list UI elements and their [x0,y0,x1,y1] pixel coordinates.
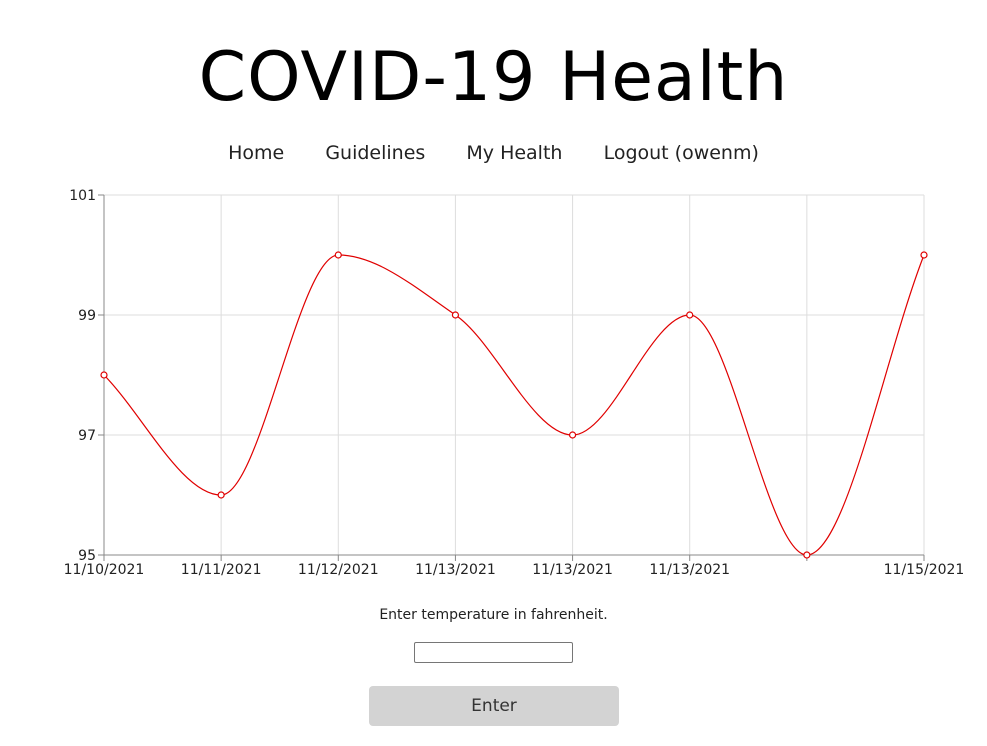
y-tick-label: 101 [69,188,96,204]
data-point [334,251,342,259]
data-point [920,251,928,259]
main-nav: Home Guidelines My Health Logout (owenm) [0,142,987,164]
x-tick-label: 11/15/2021 [884,562,965,578]
x-tick-label: 11/13/2021 [415,562,496,578]
y-tick-label: 99 [78,308,96,324]
nav-my-health-link[interactable]: My Health [466,142,563,164]
x-tick-label: 11/12/2021 [298,562,379,578]
x-tick-label: 11/13/2021 [532,562,613,578]
data-point [451,311,460,319]
data-point [568,431,577,439]
temperature-chart: 95 97 99 101 11/10/2021 11/11/2021 11/12/2021 1… [64,188,965,578]
temperature-prompt: Enter temperature in fahrenheit. [379,607,608,623]
page-title: COVID-19 Health [198,38,789,117]
y-tick-label: 97 [78,428,96,444]
nav-guidelines-link[interactable]: Guidelines [325,142,426,164]
x-tick-label: 11/10/2021 [64,562,145,578]
temperature-input[interactable] [414,642,573,663]
nav-logout-link[interactable]: Logout (owenm) [603,142,759,164]
temperature-series-line [103,254,925,556]
x-tick-label: 11/13/2021 [649,562,730,578]
data-point [100,371,108,379]
y-tick-label: 95 [78,548,96,564]
x-tick-label: 11/11/2021 [181,562,262,578]
enter-button[interactable]: Enter [369,686,619,726]
data-point [803,551,811,559]
data-point [686,311,694,319]
nav-home-link[interactable]: Home [228,142,285,164]
data-point [217,491,225,499]
